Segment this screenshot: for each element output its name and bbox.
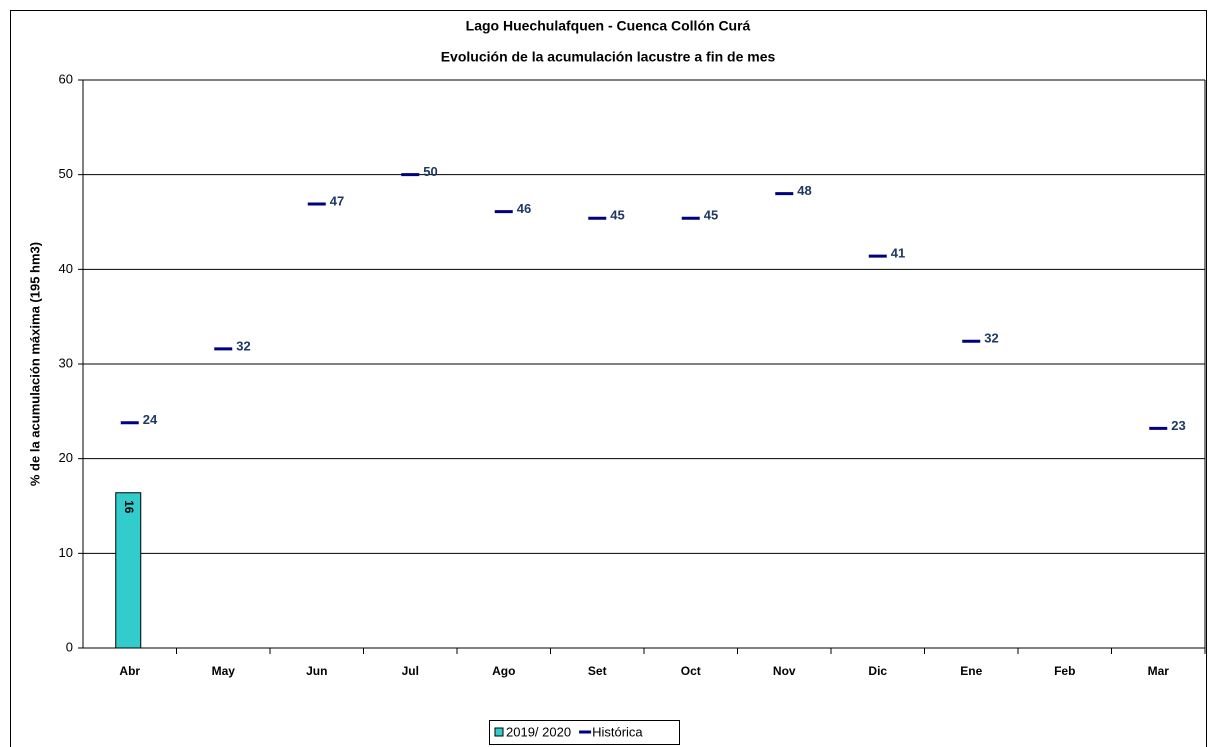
data-label: 46 [517, 201, 531, 216]
y-tick-label: 50 [59, 166, 73, 181]
legend-label: Histórica [592, 724, 643, 739]
legend-label: 2019/ 2020 [506, 724, 571, 739]
chart-subtitle: Evolución de la acumulación lacustre a f… [441, 49, 776, 65]
x-tick-label: Ago [492, 664, 515, 678]
x-tick-label: Oct [681, 664, 701, 678]
data-label: 45 [704, 208, 718, 223]
bar [115, 492, 142, 649]
data-label: 32 [236, 338, 250, 353]
x-tick-label: Abr [119, 664, 140, 678]
y-tick-label: 20 [59, 450, 73, 465]
x-tick-label: Dic [868, 664, 887, 678]
x-tick-label: Set [588, 664, 607, 678]
y-tick-label: 60 [59, 71, 73, 86]
data-label: 32 [984, 331, 998, 346]
data-label: 48 [797, 183, 811, 198]
y-tick-label: 40 [59, 261, 73, 276]
x-tick-label: Mar [1148, 664, 1170, 678]
data-label: 45 [610, 208, 624, 223]
chart-title: Lago Huechulafquen - Cuenca Collón Curá [466, 18, 751, 34]
legend-swatch [494, 727, 504, 737]
chart-frame [10, 10, 1207, 747]
x-tick-label: May [212, 664, 236, 678]
data-label: 16 [122, 500, 136, 514]
data-label: 24 [143, 412, 158, 427]
x-tick-label: Feb [1054, 664, 1075, 678]
data-label: 50 [423, 164, 437, 179]
y-tick-label: 10 [59, 545, 73, 560]
x-tick-label: Jun [306, 664, 327, 678]
y-axis-label: % de la acumulación máxima (195 hm3) [27, 242, 42, 486]
data-label: 41 [891, 246, 905, 261]
x-tick-label: Ene [960, 664, 982, 678]
y-tick-label: 30 [59, 355, 73, 370]
y-tick-label: 0 [66, 639, 73, 654]
data-label: 47 [330, 193, 344, 208]
x-tick-label: Jul [402, 664, 419, 678]
data-label: 23 [1171, 418, 1185, 433]
x-tick-label: Nov [773, 664, 796, 678]
